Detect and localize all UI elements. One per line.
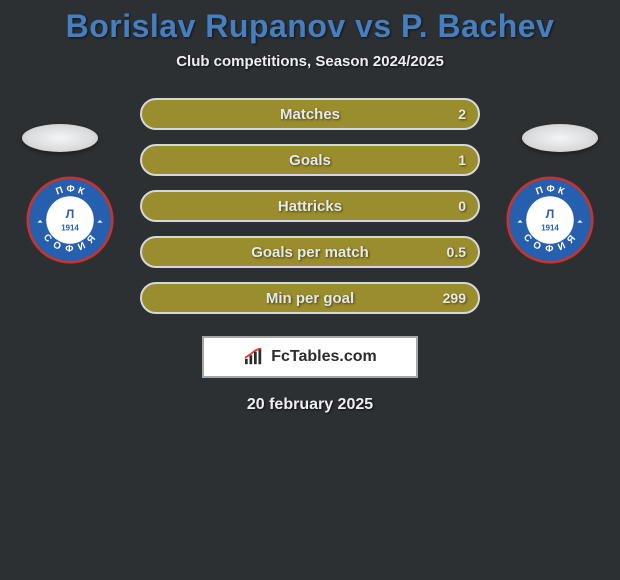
- stat-right-value: 2: [458, 106, 466, 122]
- stat-row: Goals 1: [140, 144, 480, 176]
- stat-label: Min per goal: [266, 290, 354, 307]
- svg-text:Л: Л: [546, 207, 555, 221]
- player-avatar-right: [522, 124, 598, 152]
- club-crest-left: Л 1914 П Ф К С О Ф И Я: [26, 176, 114, 264]
- stat-right-value: 0.5: [447, 244, 466, 260]
- club-crest-right: Л 1914 П Ф К С О Ф И Я: [506, 176, 594, 264]
- svg-text:Л: Л: [66, 207, 75, 221]
- stat-list: Matches 2 Goals 1 Hattricks 0 Goals per …: [140, 98, 480, 314]
- stat-label: Matches: [280, 106, 340, 123]
- player-avatar-left: [22, 124, 98, 152]
- snapshot-date: 20 february 2025: [0, 396, 620, 414]
- season-subtitle: Club competitions, Season 2024/2025: [0, 53, 620, 70]
- comparison-title: Borislav Rupanov vs P. Bachev: [0, 8, 620, 45]
- brand-badge: FcTables.com: [202, 336, 418, 378]
- stat-row: Goals per match 0.5: [140, 236, 480, 268]
- bar-chart-icon: [243, 348, 265, 366]
- stat-label: Hattricks: [278, 198, 342, 215]
- stat-row: Matches 2: [140, 98, 480, 130]
- stat-right-value: 0: [458, 198, 466, 214]
- svg-text:1914: 1914: [541, 224, 559, 233]
- svg-text:1914: 1914: [61, 224, 79, 233]
- stat-right-value: 1: [458, 152, 466, 168]
- stat-row: Hattricks 0: [140, 190, 480, 222]
- stat-label: Goals: [289, 152, 331, 169]
- stat-right-value: 299: [443, 290, 466, 306]
- stat-row: Min per goal 299: [140, 282, 480, 314]
- stat-label: Goals per match: [251, 244, 369, 261]
- brand-name: FcTables.com: [271, 348, 377, 366]
